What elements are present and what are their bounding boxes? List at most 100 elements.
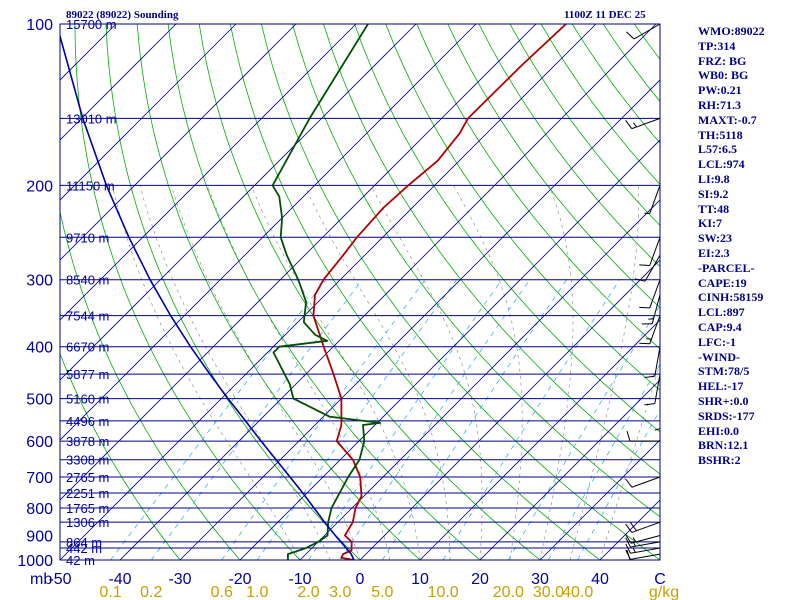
- mixing-ratio-label: 0.6: [211, 584, 233, 600]
- wind-barb: [626, 23, 661, 40]
- moist-adiabat: [250, 185, 421, 560]
- pressure-tick-label: 700: [26, 470, 53, 487]
- index-value: LI:9.8: [698, 171, 730, 186]
- height-label: 4496 m: [66, 414, 109, 429]
- moist-adiabat: [170, 185, 361, 560]
- index-value: SW:23: [698, 231, 733, 246]
- pressure-tick-label: 500: [26, 392, 53, 409]
- indices-panel: WMO:89022 TP:314 FRZ: BG WB0: BG PW:0.21 RH:7…: [698, 24, 765, 468]
- height-label: 7544 m: [66, 309, 109, 324]
- isotherm: [60, 24, 357, 321]
- index-value: FRZ: BG: [698, 53, 747, 68]
- index-value: L57:6.5: [698, 142, 737, 157]
- index-value: -WIND-: [698, 349, 740, 364]
- mixing-ratio-line: [150, 279, 363, 560]
- pressure-tick-label: 900: [26, 528, 53, 545]
- index-value: WMO:89022: [698, 24, 765, 38]
- index-value: TT:48: [698, 201, 730, 216]
- isotherm: [60, 24, 597, 560]
- pressure-tick-label: 300: [26, 273, 53, 290]
- pressure-tick-label: 800: [26, 501, 53, 518]
- index-value: CINH:58159: [698, 290, 764, 305]
- temperature-tick-label: 20: [471, 571, 489, 588]
- temperature-tick-label: -30: [168, 571, 191, 588]
- mixing-ratio-label: 5.0: [371, 584, 393, 600]
- isotherm: [119, 24, 657, 560]
- mixing-ratio-label: 2.0: [297, 584, 319, 600]
- wind-barb: [625, 117, 661, 130]
- data-series: [60, 24, 567, 560]
- index-value: LCL:897: [698, 305, 745, 320]
- index-value: TH:5118: [698, 127, 743, 142]
- height-label: 6670 m: [66, 340, 109, 355]
- mixing-ratio-label: 40.0: [562, 584, 593, 600]
- height-label: 5160 m: [66, 392, 109, 407]
- index-value: TP:314: [698, 38, 736, 53]
- isotherm: [60, 24, 537, 501]
- height-label: 5877 m: [66, 367, 109, 382]
- temperature-tick-label: C: [654, 571, 666, 588]
- isotherm: [299, 199, 660, 560]
- height-label: 864 m: [66, 535, 102, 550]
- wind-barb: [644, 346, 661, 378]
- mixing-ratio-line: [442, 279, 621, 560]
- wind-barb: [644, 185, 661, 215]
- index-value: HEL:-17: [698, 379, 744, 394]
- isotherm: [239, 139, 660, 560]
- height-label: 1306 m: [66, 515, 109, 530]
- isotherm: [60, 24, 237, 201]
- dry-adiabat: [790, 24, 800, 560]
- pressure-tick-label: 100: [26, 17, 53, 34]
- isotherm: [359, 259, 660, 560]
- mixing-ratio-line: [381, 279, 567, 560]
- temperature-tick-label: 10: [411, 571, 429, 588]
- wind-barb: [625, 549, 661, 560]
- wind-barb: [625, 543, 661, 554]
- index-value: MAXT:-0.7: [698, 112, 757, 127]
- isotherm: [179, 79, 660, 560]
- index-value: LFC:-1: [698, 334, 736, 349]
- height-label: 9710 m: [66, 230, 109, 245]
- index-value: CAP:9.4: [698, 319, 742, 334]
- index-value: SRDS:-177: [698, 408, 755, 423]
- wind-barb: [634, 254, 661, 282]
- wind-barb: [625, 534, 661, 544]
- wind-barb: [639, 237, 661, 266]
- plot-frame: [59, 23, 661, 561]
- parcel-line: [60, 33, 355, 560]
- temperature-tick-label: -50: [48, 571, 71, 588]
- moist-adiabat: [139, 185, 331, 560]
- dry-adiabat: [759, 24, 800, 560]
- wind-barb: [639, 279, 661, 309]
- mixing-ratio-label: 10.0: [428, 584, 459, 600]
- pressure-tick-label: 1000: [17, 553, 53, 570]
- mixing-ratio-label: 30.0: [533, 584, 564, 600]
- isotherm: [419, 319, 660, 560]
- wind-barb: [626, 430, 660, 442]
- pressure-tick-label: 600: [26, 434, 53, 451]
- moist-adiabat: [111, 185, 301, 560]
- pressure-unit-label: mb: [30, 571, 52, 588]
- wind-barb: [639, 315, 661, 345]
- index-value: EI:2.3: [698, 245, 730, 260]
- temperature-tick-label: -40: [108, 571, 131, 588]
- height-label: 13010 m: [66, 111, 117, 126]
- index-value: RH:71.3: [698, 97, 741, 112]
- temperature-line: [312, 24, 567, 560]
- index-value: WB0: BG: [698, 68, 749, 83]
- height-label: 8540 m: [66, 273, 109, 288]
- index-value: PW:0.21: [698, 83, 742, 98]
- index-value: SHR+:0.0: [698, 393, 749, 408]
- wind-barb: [625, 476, 661, 488]
- wind-barb: [625, 521, 661, 533]
- mixing-ratio-line: [507, 304, 660, 560]
- isotherm: [60, 24, 477, 441]
- mixing-ratio-label: 0.2: [140, 584, 162, 600]
- index-value: -PARCEL-: [698, 260, 755, 275]
- wind-barb: [641, 294, 661, 325]
- index-value: LCL:974: [698, 157, 745, 172]
- index-value: SI:9.2: [698, 186, 729, 201]
- index-value: BSHR:2: [698, 453, 741, 468]
- mixing-ratio-label: g/kg: [649, 584, 679, 600]
